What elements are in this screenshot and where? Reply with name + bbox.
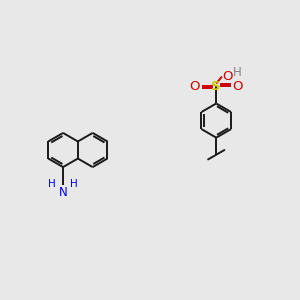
Text: O: O [233,80,243,93]
Text: H: H [48,178,56,188]
Text: N: N [59,186,68,199]
Text: O: O [223,70,233,83]
Text: O: O [189,80,200,93]
Text: H: H [233,66,242,79]
Text: S: S [212,80,221,93]
Text: H: H [70,178,78,188]
